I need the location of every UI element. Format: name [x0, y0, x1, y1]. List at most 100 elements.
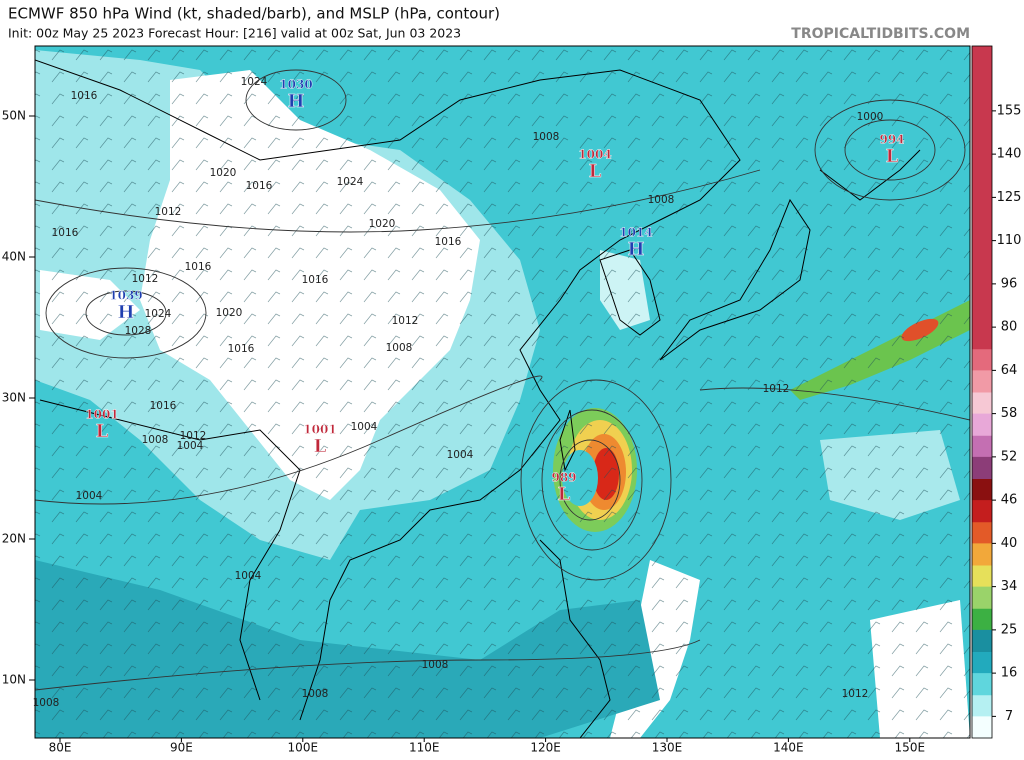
- colorbar-segment: [972, 67, 992, 90]
- colorbar-segment: [972, 348, 992, 371]
- colorbar-segment: [972, 154, 992, 177]
- colorbar-segment: [972, 608, 992, 631]
- isobar-label: 1016: [302, 274, 329, 286]
- colorbar-frame: [971, 45, 993, 739]
- colorbar-segment: [972, 305, 992, 328]
- colorbar-label: 96: [1001, 276, 1018, 291]
- longitude-label: 130E: [652, 741, 683, 755]
- isobar: [520, 379, 672, 581]
- title: ECMWF 850 hPa Wind (kt, shaded/barb), an…: [8, 5, 500, 23]
- isobar-label: 1008: [386, 342, 413, 354]
- colorbar-segment: [972, 500, 992, 523]
- isobar-label: 1008: [648, 194, 675, 206]
- colorbar-segment: [972, 392, 992, 415]
- isobar: [541, 409, 643, 551]
- colorbar: 7 16 25 34 40 46 52 58 64 80 96 110 125 140 155: [971, 45, 1022, 739]
- pressure-value: 1039: [109, 289, 142, 303]
- isobar-label: 1012: [392, 315, 419, 327]
- isobar-label: 1024: [145, 308, 172, 320]
- isobar-label: 1016: [150, 400, 177, 412]
- isobar-label: 1000: [857, 111, 884, 123]
- colorbar-segment: [972, 716, 992, 739]
- longitude-label: 90E: [170, 741, 193, 755]
- pressure-letter: H: [117, 302, 134, 323]
- isobar-label: 1016: [246, 180, 273, 192]
- colorbar-segment: [972, 219, 992, 242]
- pressure-value: 1014: [619, 226, 652, 240]
- colorbar-segment: [972, 110, 992, 133]
- colorbar-segment: [972, 651, 992, 674]
- isobar: [35, 169, 761, 233]
- isobar-label: 1004: [447, 449, 474, 461]
- pressure-letter: L: [589, 161, 602, 182]
- pressure-letter: L: [558, 484, 571, 505]
- colorbar-segment: [972, 565, 992, 588]
- colorbar-label: 155: [997, 103, 1022, 118]
- map-field: [35, 46, 970, 738]
- pressure-letter: H: [287, 91, 304, 112]
- isobar-label: 1012: [155, 206, 182, 218]
- colorbar-segment: [972, 327, 992, 350]
- isobar-label: 1008: [422, 659, 449, 671]
- colorbar-label: 46: [1001, 493, 1018, 508]
- isobar-label: 1012: [763, 383, 790, 395]
- isobar-label: 1012: [132, 273, 159, 285]
- isobar-label: 1028: [125, 325, 152, 337]
- isobar: [844, 119, 936, 181]
- latitude-label: 30N: [2, 391, 26, 405]
- pressure-value: 1001: [303, 423, 336, 437]
- longitude-label: 140E: [773, 741, 804, 755]
- colorbar-segment: [972, 413, 992, 436]
- isobar-label: 1012: [842, 688, 869, 700]
- colorbar-segment: [972, 46, 992, 69]
- isobar: [35, 639, 701, 691]
- latitude-label: 20N: [2, 532, 26, 546]
- colorbar-segment: [972, 89, 992, 112]
- colorbar-segment: [972, 370, 992, 393]
- wind-barbs: [35, 46, 970, 738]
- isobar-label: 1016: [435, 236, 462, 248]
- isobar: [35, 375, 543, 505]
- isobar: [699, 387, 970, 421]
- colorbar-segment: [972, 262, 992, 285]
- colorbar-label: 52: [1001, 449, 1018, 464]
- latitude-label: 40N: [2, 250, 26, 264]
- isobar-label: 1004: [235, 570, 262, 582]
- pressure-letter: L: [96, 421, 109, 442]
- colorbar-segment: [972, 673, 992, 696]
- isobar-label: 1016: [185, 261, 212, 273]
- isobar-label: 1008: [533, 131, 560, 143]
- isobar-label: 1008: [302, 688, 329, 700]
- pressure-value: 989: [551, 471, 576, 485]
- coastline: [35, 59, 741, 721]
- isobar-label: 1020: [216, 307, 243, 319]
- colorbar-label: 80: [1001, 320, 1018, 335]
- colorbar-segment: [972, 240, 992, 263]
- colorbar-label: 110: [997, 233, 1022, 248]
- pressure-letter: L: [314, 436, 327, 457]
- latitude-label: 50N: [2, 109, 26, 123]
- coastline: [819, 149, 921, 201]
- isobar-label: 1012: [180, 430, 207, 442]
- isobar: [45, 267, 207, 359]
- longitude-label: 110E: [409, 741, 440, 755]
- isobar: [245, 69, 347, 131]
- colorbar-segment: [972, 521, 992, 544]
- isobar-label: 1016: [71, 90, 98, 102]
- colorbar-segment: [972, 197, 992, 220]
- map-frame: [34, 45, 971, 739]
- longitude-label: 100E: [288, 741, 319, 755]
- latitude-label: 10N: [2, 673, 26, 687]
- isobar: [85, 290, 167, 336]
- colorbar-label: 140: [997, 147, 1022, 162]
- longitude-label: 120E: [530, 741, 561, 755]
- isobar-label: 1024: [337, 176, 364, 188]
- longitude-label: 80E: [49, 741, 72, 755]
- isobar-label: 1004: [177, 440, 204, 452]
- isobar: [559, 439, 621, 521]
- map-labels: 50N 40N 30N 20N 10N 80E 90E 100E 110E 120E 130E 140…: [2, 76, 925, 755]
- isobar-label: 1008: [33, 697, 60, 709]
- isobar-label: 1016: [52, 227, 79, 239]
- colorbar-label: 7: [1005, 709, 1013, 724]
- isobar-label: 1004: [76, 490, 103, 502]
